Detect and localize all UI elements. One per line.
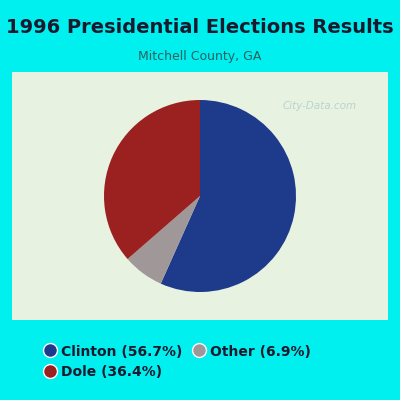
Text: Mitchell County, GA: Mitchell County, GA: [138, 50, 262, 63]
Wedge shape: [128, 196, 200, 284]
Legend: Clinton (56.7%), Dole (36.4%), Other (6.9%): Clinton (56.7%), Dole (36.4%), Other (6.…: [39, 339, 317, 385]
Wedge shape: [104, 100, 200, 259]
Text: 1996 Presidential Elections Results: 1996 Presidential Elections Results: [6, 18, 394, 37]
Text: City-Data.com: City-Data.com: [283, 101, 357, 111]
Wedge shape: [161, 100, 296, 292]
